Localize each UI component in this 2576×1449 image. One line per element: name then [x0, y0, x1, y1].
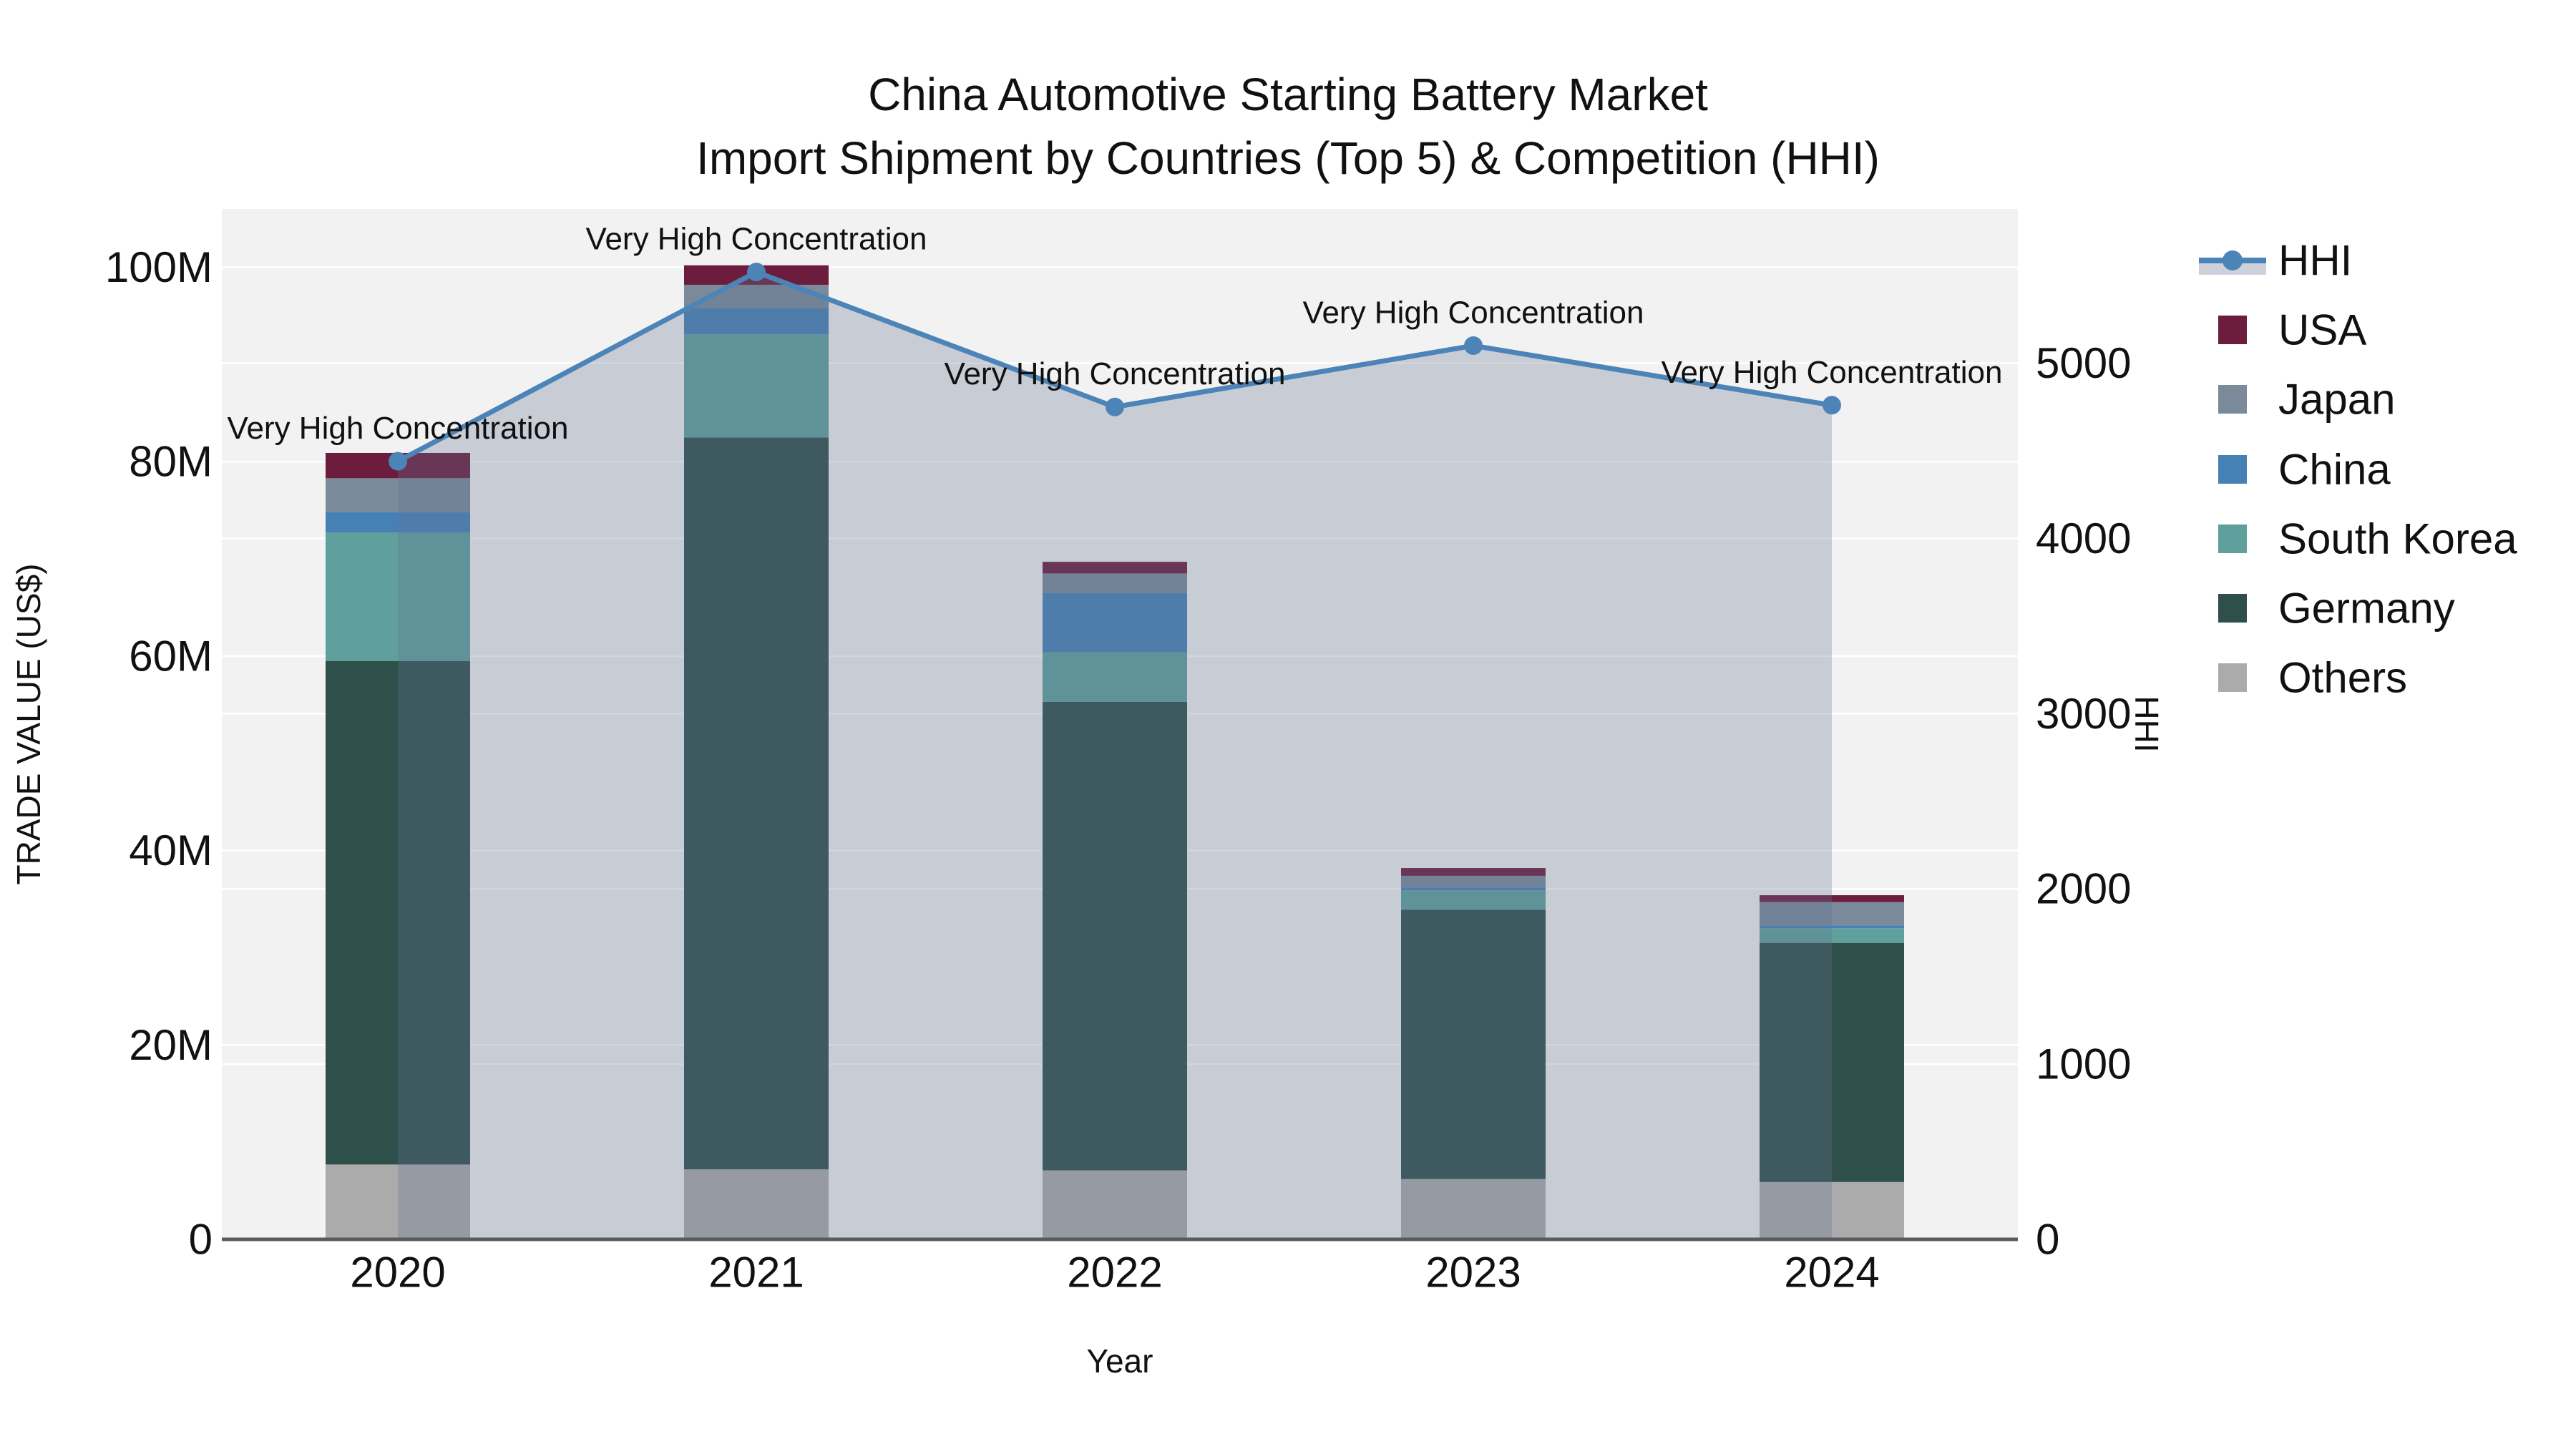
bar-segment-south-korea-2024[interactable]: [1760, 928, 1904, 943]
bar-segment-south-korea-2020[interactable]: [326, 532, 470, 661]
legend-swatch-germany: [2218, 594, 2247, 623]
annotation-2024: Very High Concentration: [1662, 355, 2003, 390]
bar-segment-germany-2020[interactable]: [326, 660, 470, 1165]
hhi-marker-2021[interactable]: [747, 263, 766, 282]
legend-label: South Korea: [2278, 515, 2517, 563]
legend-label: HHI: [2278, 237, 2352, 285]
legend-label: Japan: [2278, 376, 2395, 424]
legend-item-germany[interactable]: Germany: [2218, 585, 2455, 633]
bar-segment-others-2024[interactable]: [1760, 1181, 1904, 1239]
bar-segment-germany-2022[interactable]: [1043, 701, 1187, 1171]
legend-hhi-marker-sample: [2223, 250, 2243, 270]
bar-segment-china-2024[interactable]: [1760, 925, 1904, 929]
legend-item-south-korea[interactable]: South Korea: [2218, 515, 2517, 563]
legend-item-china[interactable]: China: [2218, 446, 2391, 494]
chart-title-line2: Import Shipment by Countries (Top 5) & C…: [696, 132, 1880, 184]
ytick-left-80M: 80M: [129, 438, 213, 486]
annotation-2022: Very High Concentration: [945, 356, 1286, 391]
bar-segment-south-korea-2022[interactable]: [1043, 652, 1187, 702]
xtick-2024: 2024: [1784, 1249, 1879, 1297]
bar-segment-others-2023[interactable]: [1401, 1179, 1546, 1239]
legend-item-usa[interactable]: USA: [2218, 306, 2366, 354]
ytick-left-20M: 20M: [129, 1021, 213, 1069]
annotations: Very High Concentration Very High Concent…: [228, 222, 2003, 446]
annotation-2023: Very High Concentration: [1303, 296, 1644, 331]
bar-segment-others-2022[interactable]: [1043, 1170, 1187, 1239]
ytick-right-2000: 2000: [2036, 865, 2131, 913]
ytick-left-40M: 40M: [129, 826, 213, 874]
ytick-left-60M: 60M: [129, 632, 213, 680]
xtick-2021: 2021: [708, 1249, 804, 1297]
legend-swatch-usa: [2218, 316, 2247, 344]
bar-segment-japan-2022[interactable]: [1043, 573, 1187, 593]
legend-item-others[interactable]: Others: [2218, 654, 2407, 702]
bar-segment-japan-2024[interactable]: [1760, 902, 1904, 926]
annotation-2021: Very High Concentration: [586, 222, 927, 257]
hhi-marker-2022[interactable]: [1106, 397, 1124, 416]
annotation-2020: Very High Concentration: [228, 411, 569, 446]
legend: HHI USA Japan China South Korea Germany Others: [2199, 237, 2517, 702]
xtick-2022: 2022: [1067, 1249, 1162, 1297]
ytick-right-1000: 1000: [2036, 1040, 2131, 1088]
x-axis-title: Year: [1087, 1342, 1153, 1380]
legend-swatch-south-korea: [2218, 525, 2247, 553]
bar-segment-china-2020[interactable]: [326, 512, 470, 533]
legend-item-hhi[interactable]: HHI: [2199, 237, 2352, 285]
bar-segment-germany-2021[interactable]: [684, 437, 829, 1170]
legend-label: USA: [2278, 306, 2366, 354]
hhi-markers: [389, 263, 1841, 471]
hhi-marker-2024[interactable]: [1823, 396, 1841, 415]
legend-item-japan[interactable]: Japan: [2218, 376, 2395, 424]
bar-segment-germany-2023[interactable]: [1401, 909, 1546, 1179]
bar-segment-usa-2024[interactable]: [1760, 895, 1904, 902]
legend-label: Germany: [2278, 585, 2455, 633]
ytick-right-4000: 4000: [2036, 514, 2131, 562]
bar-segment-china-2022[interactable]: [1043, 592, 1187, 653]
xtick-2020: 2020: [350, 1249, 445, 1297]
legend-label: Others: [2278, 654, 2407, 702]
bar-segment-japan-2023[interactable]: [1401, 875, 1546, 888]
hhi-area-fill: [398, 272, 1832, 1239]
hhi-marker-2023[interactable]: [1464, 336, 1483, 356]
x-axis-ticklabels: 2020 2021 2022 2023 2024: [350, 1249, 1879, 1297]
bar-segment-usa-2023[interactable]: [1401, 868, 1546, 876]
ytick-right-3000: 3000: [2036, 690, 2131, 738]
y-axis-left-ticklabels: 0 20M 40M 60M 80M 100M: [105, 243, 213, 1263]
ytick-right-0: 0: [2036, 1216, 2059, 1264]
legend-swatch-china: [2218, 455, 2247, 484]
ytick-left-100M: 100M: [105, 243, 213, 291]
bar-segment-china-2023[interactable]: [1401, 887, 1546, 891]
bar-segment-south-korea-2023[interactable]: [1401, 890, 1546, 910]
bar-segment-south-korea-2021[interactable]: [684, 334, 829, 438]
stacked-bars: [326, 265, 1904, 1239]
bar-segment-others-2021[interactable]: [684, 1169, 829, 1239]
bar-segment-japan-2020[interactable]: [326, 478, 470, 512]
bar-segment-china-2021[interactable]: [684, 308, 829, 335]
legend-swatch-others: [2218, 663, 2247, 692]
legend-swatch-japan: [2218, 385, 2247, 414]
ytick-left-0: 0: [189, 1216, 213, 1264]
y-axis-left-title: TRADE VALUE (US$): [10, 563, 47, 884]
bar-segment-germany-2024[interactable]: [1760, 942, 1904, 1182]
y-axis-right-title: HHI: [2128, 696, 2165, 752]
bar-segment-others-2020[interactable]: [326, 1164, 470, 1239]
ytick-right-5000: 5000: [2036, 339, 2131, 387]
xtick-2023: 2023: [1425, 1249, 1521, 1297]
legend-label: China: [2278, 446, 2391, 494]
y-axis-right-ticklabels: 0 1000 2000 3000 4000 5000: [2036, 339, 2131, 1263]
hhi-marker-2020[interactable]: [389, 452, 407, 471]
chart-title-line1: China Automotive Starting Battery Market: [868, 69, 1708, 120]
bar-segment-usa-2022[interactable]: [1043, 562, 1187, 574]
